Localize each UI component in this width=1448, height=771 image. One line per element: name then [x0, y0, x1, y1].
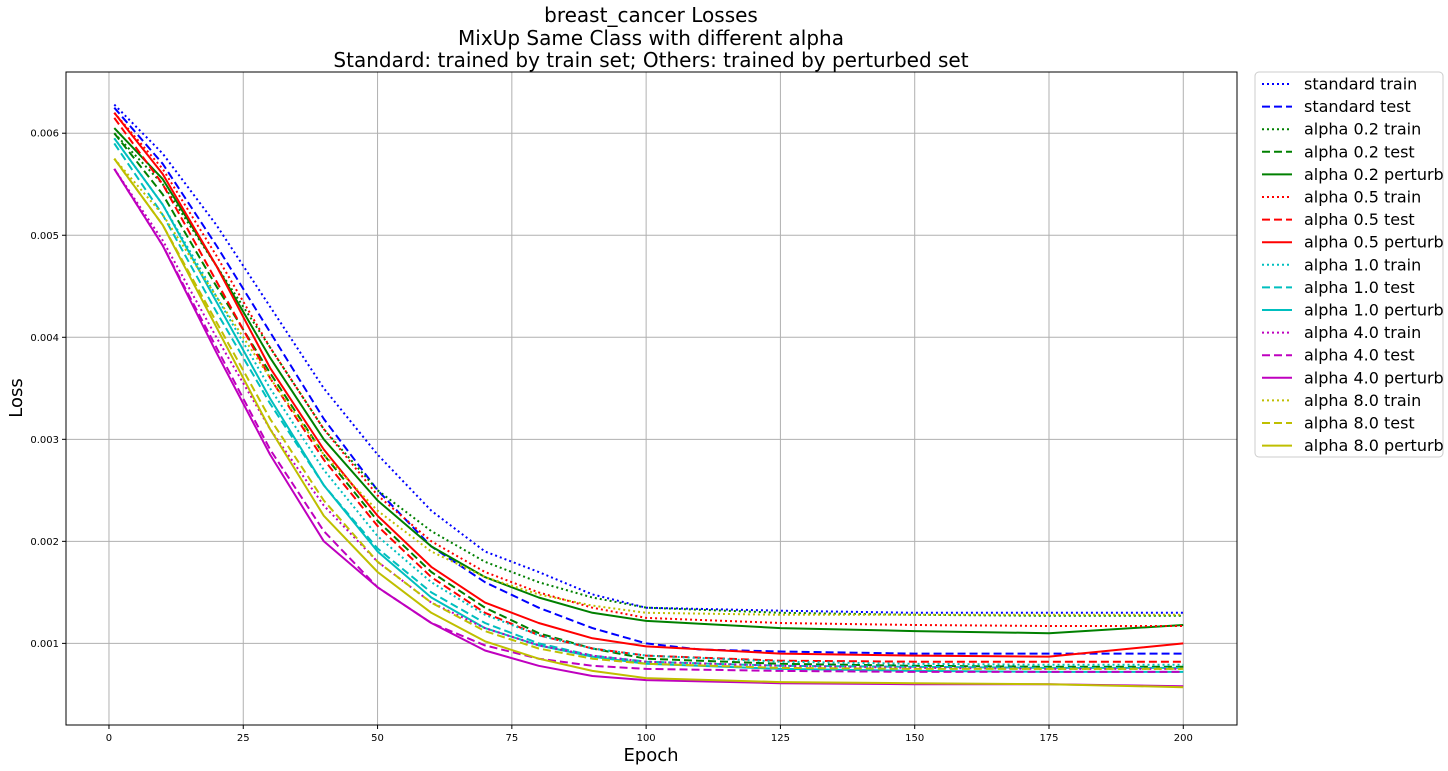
y-axis-ticks: 0.001 0.002 0.003 0.004 0.005 0.006	[30, 129, 66, 650]
legend-label-14: alpha 8.0 train	[1304, 391, 1421, 410]
y-tick-label: 0.002	[30, 537, 59, 548]
series-line-16	[113, 158, 1184, 689]
series-line-4	[113, 127, 1184, 635]
legend-label-8: alpha 1.0 train	[1304, 255, 1421, 274]
grid	[66, 72, 1237, 725]
legend-label-3: alpha 0.2 test	[1304, 142, 1415, 161]
legend-label-4: alpha 0.2 perturb	[1304, 165, 1444, 184]
chart-title: breast_cancer Losses MixUp Same Class wi…	[333, 3, 968, 72]
x-tick-label: 125	[771, 733, 790, 744]
legend-label-7: alpha 0.5 perturb	[1304, 233, 1444, 252]
series-line-1	[113, 107, 1184, 655]
legend-label-10: alpha 1.0 perturb	[1304, 301, 1444, 320]
title-line-2: MixUp Same Class with different alpha	[458, 26, 844, 50]
y-tick-label: 0.004	[30, 333, 59, 344]
legend-label-1: standard test	[1304, 97, 1411, 116]
x-axis-label: Epoch	[623, 745, 678, 766]
y-tick-label: 0.001	[30, 639, 59, 650]
series-line-15	[113, 158, 1184, 670]
legend-label-0: standard train	[1304, 75, 1417, 94]
title-line-1: breast_cancer Losses	[544, 3, 758, 27]
series-line-13	[113, 168, 1184, 688]
x-tick-label: 0	[106, 733, 112, 744]
legend-entries: standard train standard test alpha 0.2 tra…	[1262, 75, 1444, 455]
series-line-0	[113, 103, 1184, 614]
series-line-12	[113, 168, 1184, 673]
legend-label-6: alpha 0.5 test	[1304, 210, 1415, 229]
series-line-6	[113, 117, 1184, 663]
legend-label-11: alpha 4.0 train	[1304, 323, 1421, 342]
x-tick-label: 25	[237, 733, 250, 744]
x-tick-label: 150	[905, 733, 924, 744]
x-tick-label: 75	[505, 733, 518, 744]
y-tick-label: 0.005	[30, 231, 59, 242]
legend-label-16: alpha 8.0 perturb	[1304, 436, 1444, 455]
x-tick-label: 100	[637, 733, 656, 744]
y-tick-label: 0.003	[30, 435, 59, 446]
legend-label-5: alpha 0.5 train	[1304, 188, 1421, 207]
series-line-9	[113, 142, 1184, 669]
plot-frame	[65, 71, 1238, 726]
series-line-7	[113, 112, 1184, 658]
series-line-5	[113, 112, 1184, 627]
title-line-3: Standard: trained by train set; Others: …	[333, 48, 968, 72]
legend-frame	[1254, 71, 1444, 458]
series-line-11	[113, 168, 1184, 670]
series-line-14	[113, 158, 1184, 616]
series-line-8	[113, 137, 1184, 666]
x-tick-label: 50	[371, 733, 384, 744]
legend-label-15: alpha 8.0 test	[1304, 414, 1415, 433]
x-tick-label: 175	[1039, 733, 1058, 744]
legend: standard train standard test alpha 0.2 tra…	[1254, 71, 1444, 458]
x-axis-ticks: 0 25 50 75 100 125 150 175 200	[106, 725, 1193, 744]
y-tick-label: 0.006	[30, 129, 59, 140]
legend-label-13: alpha 4.0 perturb	[1304, 368, 1444, 387]
legend-label-9: alpha 1.0 test	[1304, 278, 1415, 297]
y-axis-label: Loss	[6, 378, 27, 417]
legend-label-12: alpha 4.0 test	[1304, 346, 1415, 365]
x-tick-label: 200	[1174, 733, 1193, 744]
plot-series	[113, 103, 1184, 689]
legend-label-2: alpha 0.2 train	[1304, 120, 1421, 139]
